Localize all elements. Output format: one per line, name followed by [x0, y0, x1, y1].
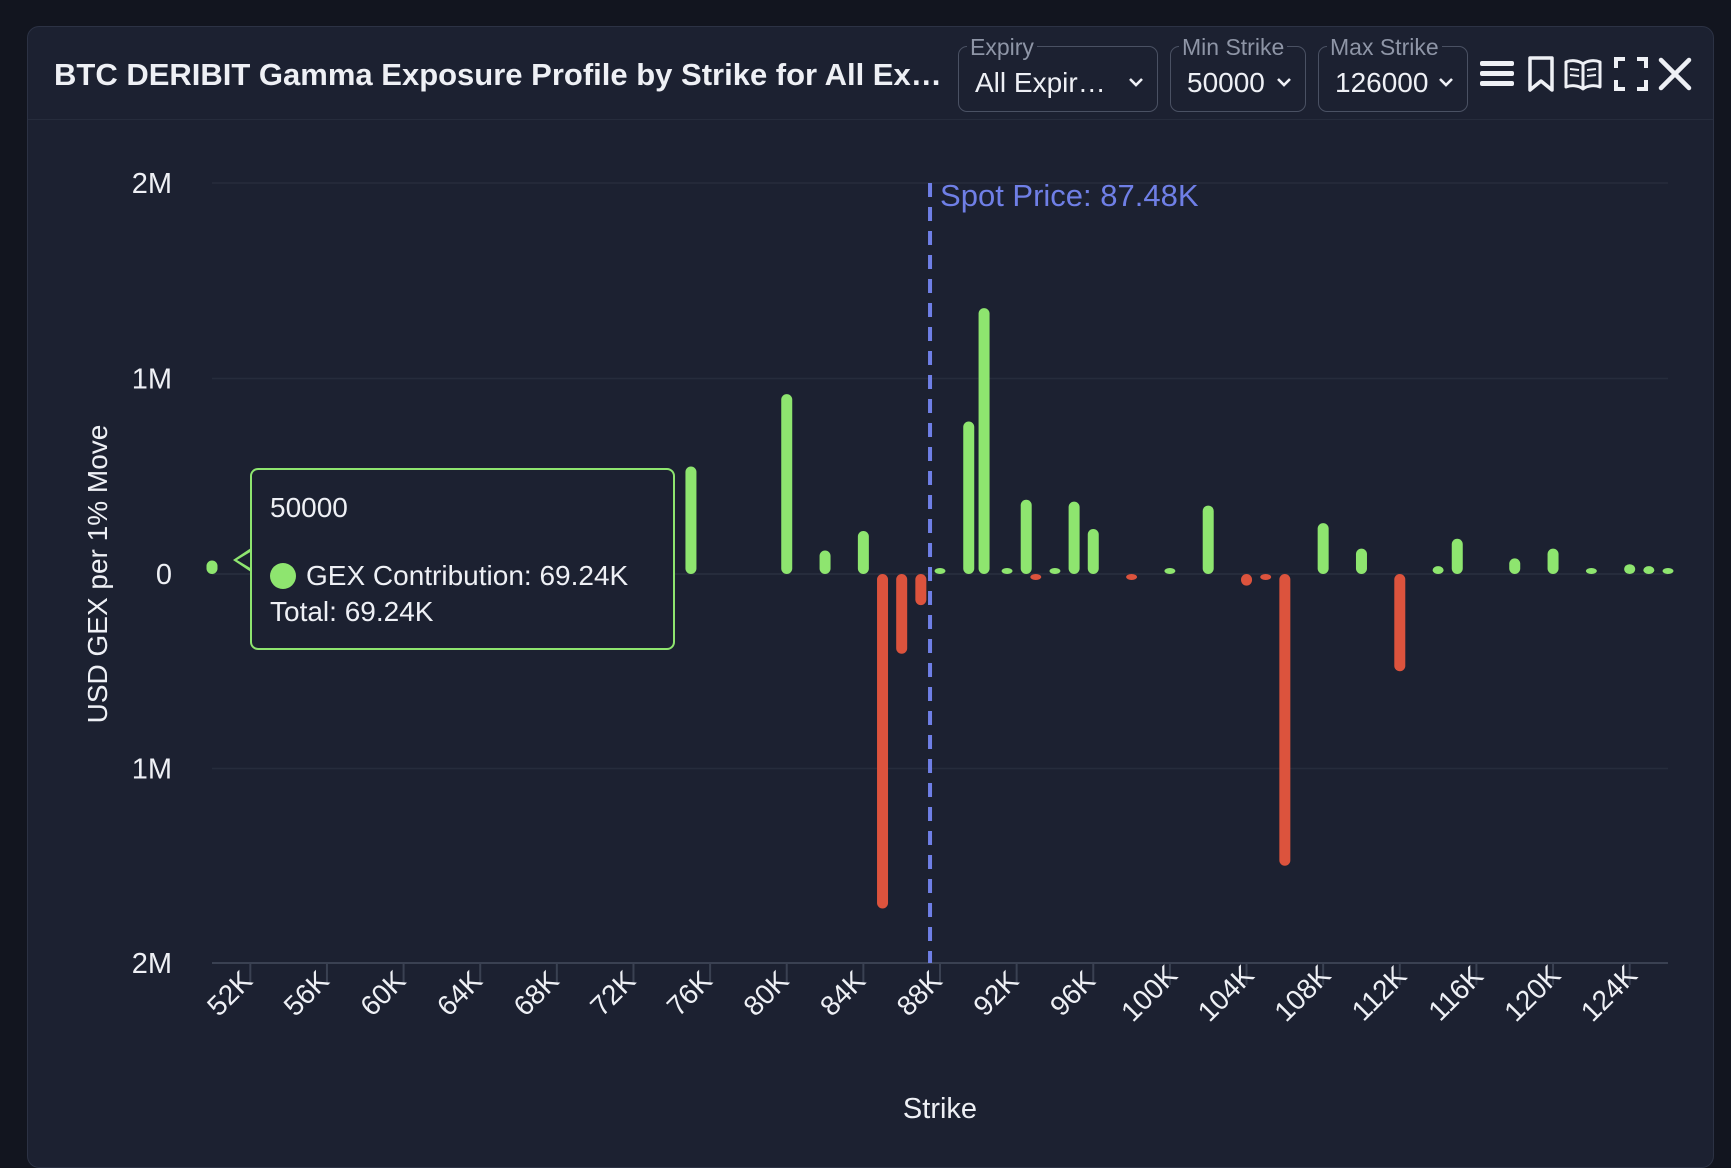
gex-bar[interactable] — [915, 574, 927, 606]
gex-bar[interactable] — [978, 308, 990, 574]
x-tick-label: 124K — [1575, 959, 1643, 1027]
gex-bar[interactable] — [934, 568, 946, 574]
gex-bar[interactable] — [1394, 574, 1406, 672]
spot-price-label: Spot Price: 87.48K — [940, 178, 1199, 213]
gex-bar[interactable] — [1049, 568, 1061, 574]
tooltip-total: Total: 69.24K — [270, 596, 434, 627]
gex-bar[interactable] — [1068, 501, 1080, 574]
gex-bar[interactable] — [1432, 566, 1444, 574]
y-tick-label: 0 — [156, 559, 172, 591]
gex-bar[interactable] — [1260, 574, 1272, 580]
min-strike-label: Min Strike — [1179, 35, 1288, 59]
gex-bar[interactable] — [1126, 574, 1138, 580]
gex-bar[interactable] — [1241, 574, 1253, 586]
expiry-label: Expiry — [967, 35, 1037, 59]
tooltip-contribution: GEX Contribution: 69.24K — [270, 560, 628, 592]
y-tick-label: 1M — [132, 754, 172, 786]
gex-bar[interactable] — [1585, 568, 1597, 574]
panel-header: BTC DERIBIT Gamma Exposure Profile by St… — [28, 27, 1713, 120]
y-tick-label: 1M — [132, 364, 172, 396]
gex-bar[interactable] — [857, 530, 869, 574]
x-axis-title: Strike — [903, 1093, 977, 1125]
menu-icon[interactable] — [1478, 55, 1516, 93]
y-tick-label: 2M — [132, 948, 172, 980]
close-icon[interactable] — [1656, 55, 1694, 93]
tooltip-contribution-text: GEX Contribution: 69.24K — [306, 560, 629, 591]
gex-bar[interactable] — [1624, 564, 1636, 574]
max-strike-label: Max Strike — [1327, 35, 1442, 59]
chart-tooltip: 50000 GEX Contribution: 69.24K Total: 69… — [250, 468, 675, 650]
gex-bar[interactable] — [963, 421, 975, 574]
x-tick-label: 120K — [1498, 959, 1566, 1027]
gex-bar[interactable] — [1087, 529, 1099, 574]
gex-bar[interactable] — [1279, 574, 1291, 866]
gex-bar[interactable] — [877, 574, 889, 909]
y-tick-label: 2M — [132, 168, 172, 200]
gex-bar[interactable] — [1643, 566, 1655, 574]
x-tick-label: 108K — [1268, 959, 1336, 1027]
book-icon[interactable] — [1564, 55, 1602, 93]
x-tick-label: 100K — [1115, 959, 1183, 1027]
x-tick-label: 116K — [1422, 960, 1489, 1027]
min-strike-select[interactable]: Min Strike 50000 — [1170, 35, 1306, 112]
gex-bar[interactable] — [1355, 548, 1367, 574]
gex-bar[interactable] — [1317, 523, 1329, 574]
max-strike-select[interactable]: Max Strike 126000 — [1318, 35, 1468, 112]
gex-bar[interactable] — [206, 560, 218, 574]
y-axis-title: USD GEX per 1% Move — [82, 425, 113, 724]
x-tick-label: 104K — [1192, 959, 1260, 1027]
expiry-select[interactable]: Expiry All Expir… — [958, 35, 1158, 112]
gex-bar[interactable] — [1164, 568, 1176, 574]
gex-bar[interactable] — [896, 574, 908, 654]
fullscreen-icon[interactable] — [1612, 55, 1650, 93]
gex-bar[interactable] — [1030, 574, 1042, 580]
x-tick-label: 112K — [1346, 960, 1413, 1027]
tooltip-strike: 50000 — [270, 492, 348, 523]
gex-bar[interactable] — [781, 394, 793, 574]
chevron-down-icon — [1277, 78, 1291, 87]
gex-bar[interactable] — [1662, 568, 1674, 574]
gex-bar[interactable] — [1001, 568, 1013, 574]
gex-bar[interactable] — [1451, 538, 1463, 574]
expiry-value: All Expir… — [975, 67, 1106, 98]
max-strike-value: 126000 — [1335, 67, 1429, 98]
min-strike-value: 50000 — [1187, 67, 1265, 98]
tooltip-pointer-inner — [237, 551, 252, 569]
series-dot-icon — [270, 563, 296, 589]
chevron-down-icon — [1439, 78, 1453, 87]
bookmark-icon[interactable] — [1522, 55, 1560, 93]
gex-bar[interactable] — [1509, 558, 1521, 574]
gex-bar[interactable] — [819, 550, 831, 574]
gex-bar[interactable] — [1020, 499, 1032, 574]
gex-bar[interactable] — [1547, 548, 1559, 574]
gex-bar[interactable] — [685, 466, 697, 574]
gex-bar[interactable] — [1202, 505, 1214, 574]
chevron-down-icon — [1129, 78, 1143, 87]
